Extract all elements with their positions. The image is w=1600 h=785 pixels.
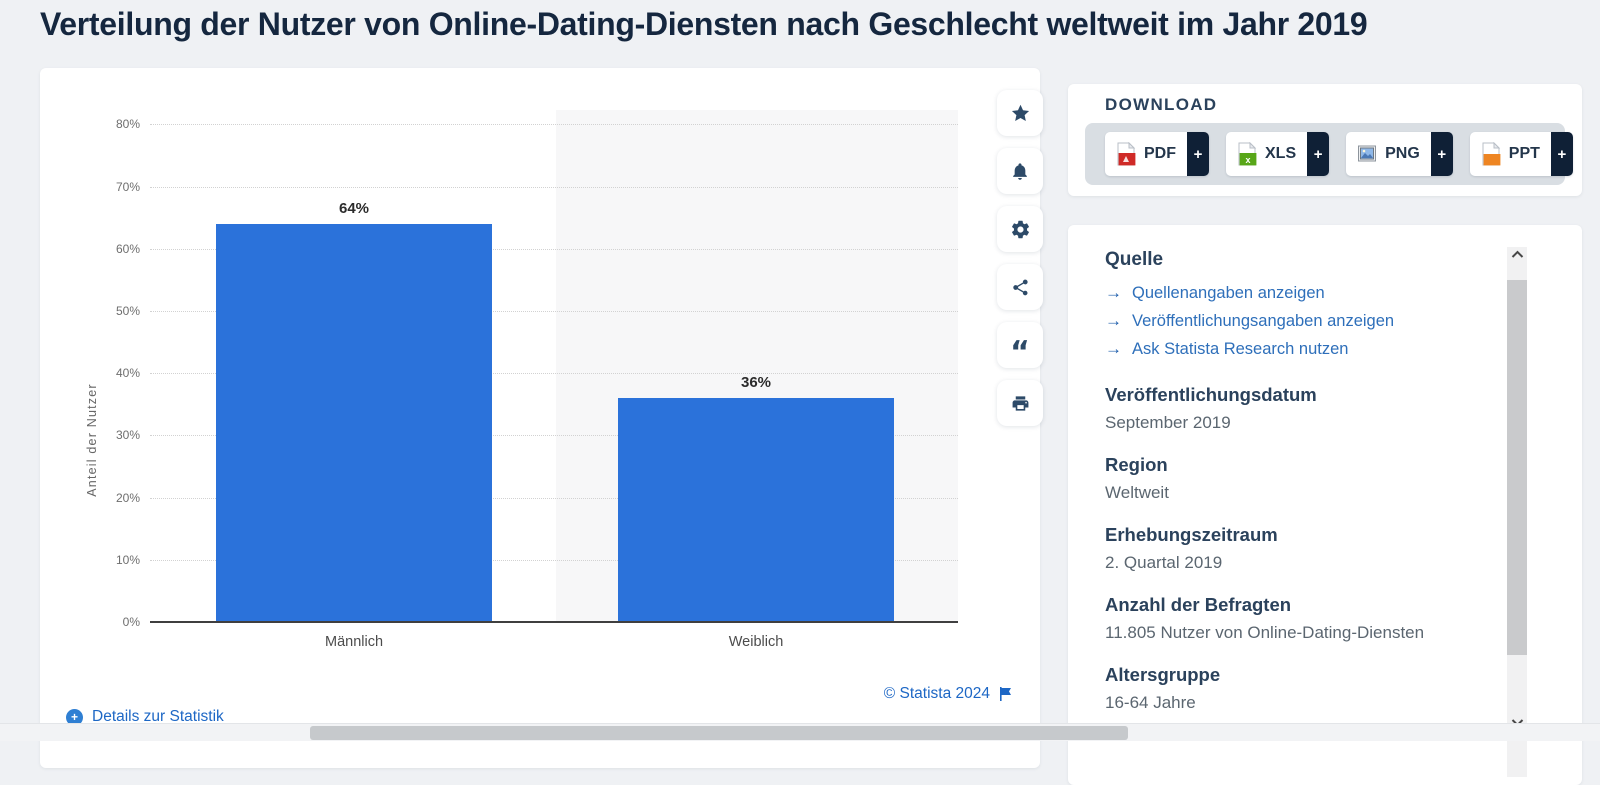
download-ppt-label: PPT	[1508, 145, 1540, 162]
field-label-erhebungszeitraum: Erhebungszeitraum	[1105, 524, 1278, 545]
notifications-button[interactable]	[997, 148, 1043, 194]
panel-scrollbar-thumb[interactable]	[1507, 280, 1527, 655]
x-category-label: Weiblich	[728, 634, 784, 650]
x-axis-line	[150, 621, 958, 623]
print-button[interactable]	[997, 380, 1043, 426]
chart-bar-männlich[interactable]	[216, 223, 492, 622]
arrow-right-icon: →	[1105, 311, 1122, 330]
svg-text:x: x	[1245, 155, 1250, 165]
bar-value-label: 36%	[740, 374, 772, 392]
pdf-file-icon	[1117, 142, 1136, 166]
details-link-label: Details zur Statistik	[92, 708, 224, 725]
horizontal-scrollbar[interactable]	[0, 723, 1600, 741]
source-link-veroeffentlichungsangaben[interactable]: → Veröffentlichungsangaben anzeigen	[1105, 307, 1487, 335]
download-heading: DOWNLOAD	[1105, 95, 1218, 114]
field-label-region: Region	[1105, 454, 1168, 475]
y-gridline	[150, 311, 958, 312]
source-link-quellenangaben[interactable]: → Quellenangaben anzeigen	[1105, 279, 1487, 307]
details-link[interactable]: + Details zur Statistik	[66, 708, 224, 726]
source-panel: Quelle → Quellenangaben anzeigen → Veröf…	[1068, 225, 1582, 785]
x-category-label: Männlich	[324, 634, 384, 650]
y-tick-label: 70%	[115, 179, 140, 194]
y-tick-label: 0%	[122, 615, 140, 629]
y-tick-label: 40%	[115, 366, 140, 381]
share-button[interactable]	[997, 264, 1043, 310]
bell-icon	[1013, 162, 1027, 180]
download-png-label: PNG	[1385, 145, 1420, 162]
download-panel: DOWNLOAD PDF + x	[1068, 84, 1582, 196]
png-image-icon	[1358, 145, 1377, 162]
download-pdf-label: PDF	[1144, 145, 1176, 162]
field-label-anzahl-der-befragten: Anzahl der Befragten	[1105, 594, 1292, 615]
y-tick-label: 50%	[115, 304, 140, 318]
y-gridline	[150, 248, 958, 250]
chart-bar-weiblich[interactable]	[618, 398, 894, 622]
y-tick-label: 60%	[115, 241, 140, 256]
source-heading: Quelle	[1105, 249, 1164, 270]
cite-button[interactable]: “	[997, 322, 1043, 368]
details-icon: +	[66, 708, 83, 726]
y-axis-title: Anteil der Nutzer	[85, 383, 99, 497]
statista-copyright[interactable]: © Statista 2024	[884, 685, 1012, 703]
download-ppt-plus[interactable]: +	[1550, 132, 1573, 176]
xls-file-icon: x	[1238, 142, 1257, 166]
field-value-region: Weltweit	[1105, 483, 1169, 502]
y-gridline	[150, 497, 958, 499]
field-value-erhebungszeitraum: 2. Quartal 2019	[1105, 553, 1223, 572]
arrow-right-icon: →	[1105, 283, 1122, 302]
y-gridline	[150, 435, 958, 437]
field-label-veroeffentlichungsdatum: Veröffentlichungsdatum	[1105, 384, 1317, 405]
y-tick-label: 80%	[115, 117, 140, 132]
bar-value-label: 64%	[338, 199, 370, 217]
download-png-button[interactable]: PNG +	[1346, 132, 1453, 176]
field-label-altersgruppe: Altersgruppe	[1105, 664, 1221, 685]
arrow-right-icon: →	[1105, 339, 1122, 358]
page-title: Verteilung der Nutzer von Online-Dating-…	[40, 6, 1368, 42]
source-link-label: Veröffentlichungsangaben anzeigen	[1132, 312, 1395, 330]
y-gridline	[150, 373, 958, 375]
download-ppt-button[interactable]: PPT +	[1469, 132, 1573, 176]
download-xls-button[interactable]: x XLS +	[1226, 132, 1330, 176]
y-gridline	[150, 559, 958, 561]
field-value-veroeffentlichungsdatum: September 2019	[1105, 413, 1231, 432]
settings-button[interactable]	[997, 206, 1043, 252]
bar-chart: 0% 10% 20% 30% 40% 50% 60% 70% 80% 64% Männlich 36%…	[40, 68, 1040, 768]
download-pdf-plus[interactable]: +	[1187, 132, 1209, 176]
download-pdf-button[interactable]: PDF +	[1105, 132, 1209, 176]
y-gridline	[150, 124, 958, 126]
y-tick-label: 30%	[115, 428, 140, 443]
ppt-file-icon	[1482, 142, 1501, 166]
horizontal-scrollbar-thumb[interactable]	[310, 726, 1128, 740]
copyright-label: © Statista 2024	[883, 685, 990, 702]
source-link-label: Ask Statista Research nutzen	[1132, 340, 1349, 358]
y-gridline	[150, 186, 958, 188]
y-tick-label: 10%	[115, 552, 140, 567]
printer-icon	[1012, 395, 1028, 411]
scroll-up-arrow-icon[interactable]	[1507, 250, 1527, 259]
download-png-plus[interactable]: +	[1430, 132, 1453, 176]
chart-card: 0% 10% 20% 30% 40% 50% 60% 70% 80% 64% Männlich 36%…	[40, 68, 1040, 768]
star-icon	[1011, 104, 1029, 121]
download-button-tray: PDF + x XLS +	[1085, 123, 1573, 185]
download-xls-label: XLS	[1265, 145, 1297, 162]
panel-scrollbar[interactable]	[1507, 247, 1527, 777]
flag-icon[interactable]	[999, 687, 1012, 701]
source-link-label: Quellenangaben anzeigen	[1132, 284, 1325, 302]
y-tick-label: 20%	[115, 490, 140, 505]
gear-icon	[1011, 220, 1029, 238]
field-value-anzahl-der-befragten: 11.805 Nutzer von Online-Dating-Diensten	[1105, 623, 1425, 642]
source-link-ask-statista[interactable]: → Ask Statista Research nutzen	[1105, 335, 1487, 363]
download-xls-plus[interactable]: +	[1307, 132, 1330, 176]
favorite-button[interactable]	[997, 90, 1043, 136]
share-icon	[1012, 279, 1028, 295]
field-value-altersgruppe: 16-64 Jahre	[1105, 693, 1196, 712]
